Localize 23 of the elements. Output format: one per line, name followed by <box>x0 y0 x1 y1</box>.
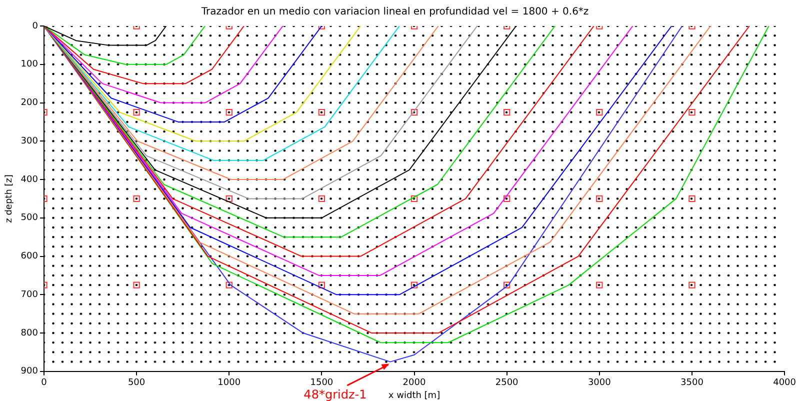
x-axis-title: x width [m] <box>388 390 440 401</box>
y-tick-label: 100 <box>20 60 38 70</box>
x-tick-label: 4000 <box>773 378 796 388</box>
x-tick-label: 0 <box>41 378 48 388</box>
y-tick-label: 400 <box>20 174 38 185</box>
x-tick-label: 2000 <box>402 378 426 388</box>
y-tick-label: 600 <box>20 252 38 262</box>
x-tick-label: 3000 <box>588 378 612 388</box>
y-axis-title: z depth [z] <box>4 174 15 223</box>
chart-title: Trazador en un medio con variacion lineal en profundidad vel = 1800 + 0.6*z <box>200 6 589 18</box>
x-tick-label: 500 <box>128 378 146 388</box>
annotation: 48*gridz-1 <box>304 388 367 401</box>
y-tick-label: 500 <box>20 213 38 224</box>
y-tick-label: 300 <box>20 136 38 146</box>
y-tick-label: 700 <box>20 290 38 300</box>
x-tick-label: 1000 <box>218 378 241 388</box>
y-tick-label: 0 <box>32 21 38 32</box>
x-tick-label: 1500 <box>310 378 334 388</box>
y-tick-label: 200 <box>20 98 38 108</box>
y-tick-label: 800 <box>20 328 38 338</box>
x-tick-label: 2500 <box>495 378 519 388</box>
y-tick-label: 900 <box>20 366 38 377</box>
x-tick-label: 3500 <box>680 378 704 388</box>
